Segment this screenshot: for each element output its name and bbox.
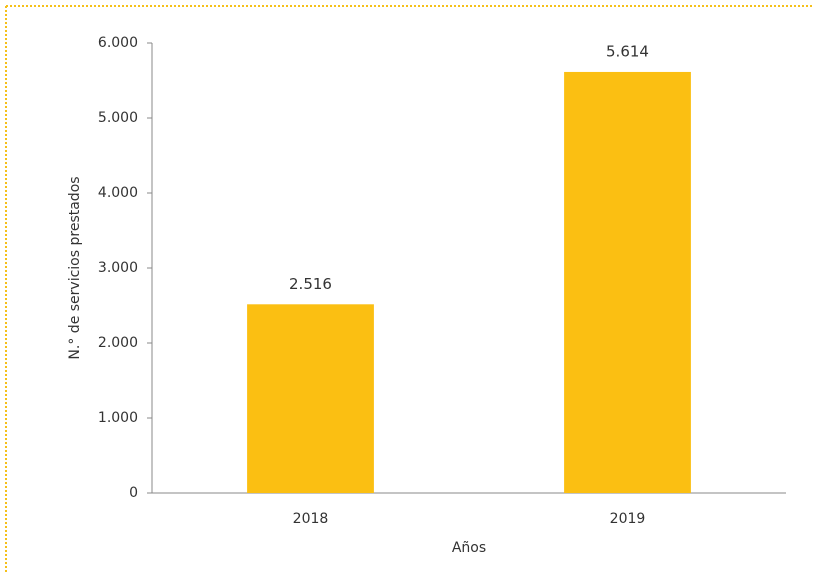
bar (247, 304, 374, 493)
y-tick-label: 5.000 (98, 110, 138, 126)
data-label: 2.516 (289, 275, 332, 293)
x-axis-label: Años (452, 540, 486, 556)
y-axis-label: N.° de servicios prestados (67, 176, 83, 359)
y-tick-label: 1.000 (98, 410, 138, 426)
y-tick-label: 4.000 (98, 185, 138, 201)
y-tick-label: 0 (129, 485, 138, 501)
y-tick-label: 6.000 (98, 35, 138, 51)
y-tick-label: 3.000 (98, 260, 138, 276)
data-label: 5.614 (606, 42, 649, 60)
bar (564, 71, 691, 493)
y-tick-label: 2.000 (98, 335, 138, 351)
x-tick-label: 2018 (293, 511, 329, 527)
x-tick-label: 2019 (610, 511, 646, 527)
